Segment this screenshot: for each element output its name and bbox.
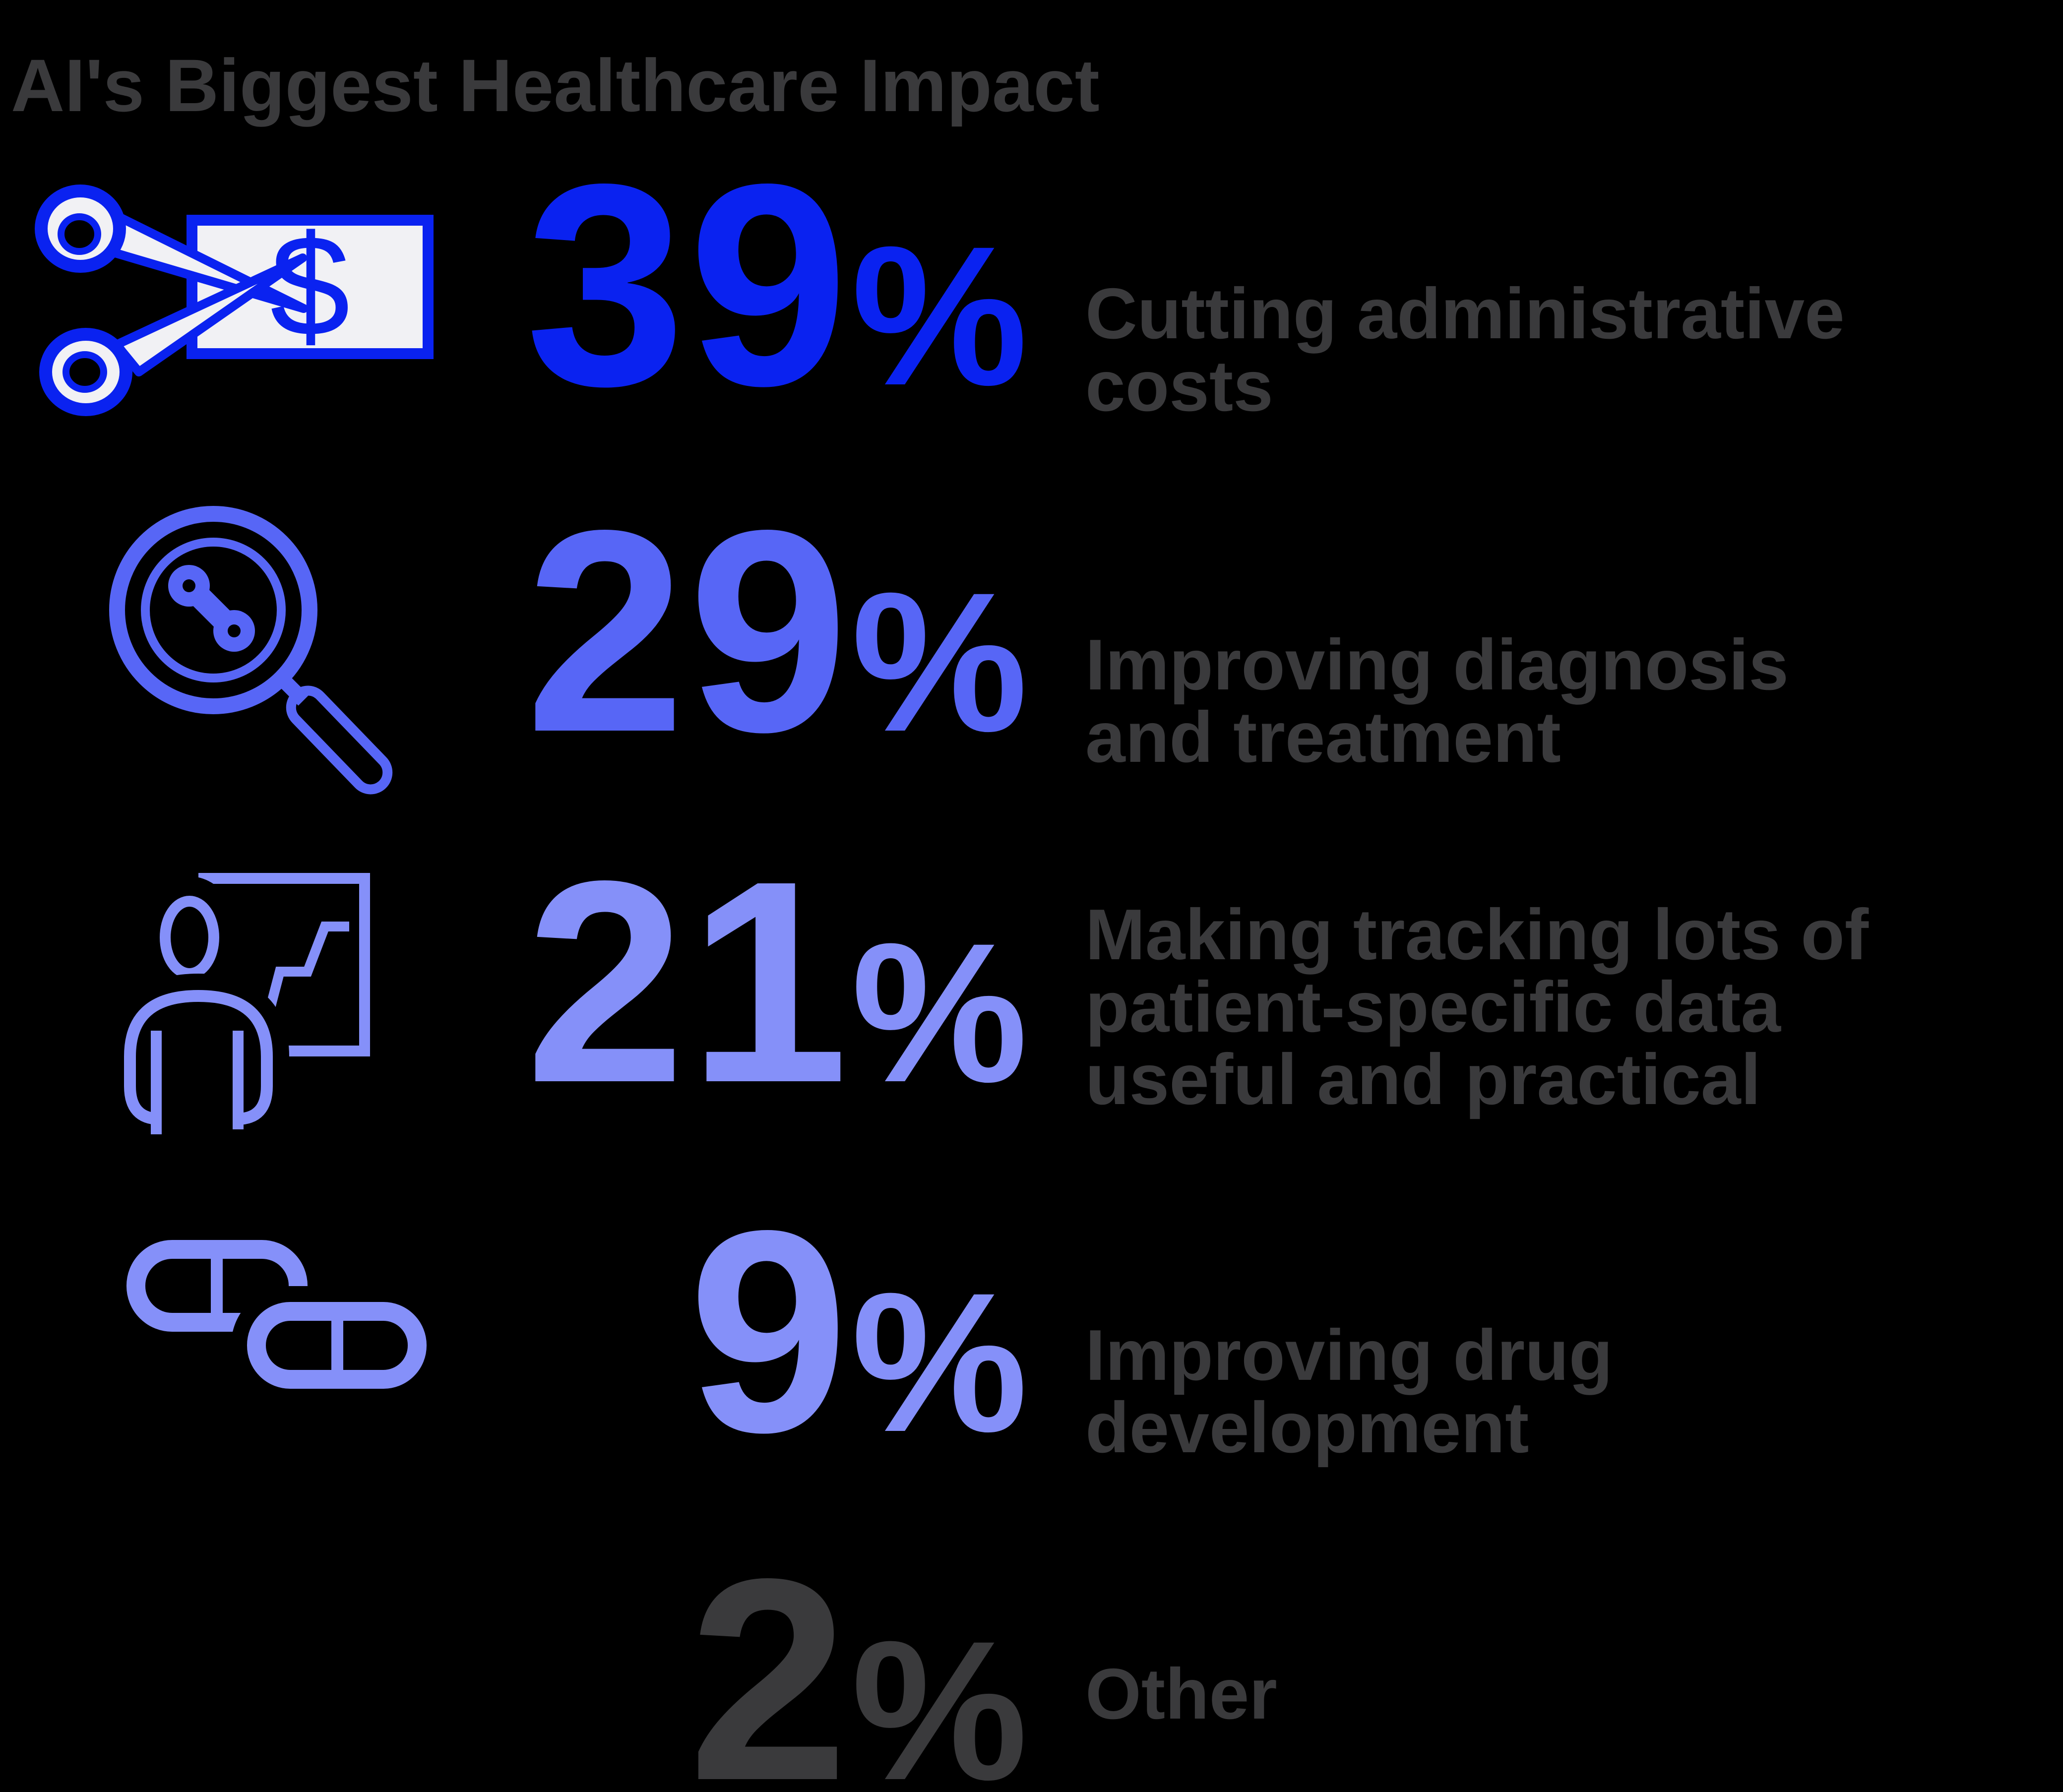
magnifying-glass-molecule-svg bbox=[109, 506, 393, 795]
stat-number: 9 bbox=[688, 1171, 852, 1492]
pills-icon bbox=[114, 1220, 451, 1409]
percent-sign: % bbox=[851, 205, 1031, 427]
stat-label-tracking-data: Making tracking lots of patient-specific… bbox=[1085, 894, 1869, 1119]
presenter-chart-svg bbox=[108, 873, 370, 1141]
stat-number: 39 bbox=[525, 124, 852, 445]
percent-sign: % bbox=[851, 1251, 1031, 1473]
page-title: AI's Biggest Healthcare Impact bbox=[11, 43, 1100, 127]
percent-sign: % bbox=[851, 1600, 1031, 1792]
scissors-cutting-money-svg: $ bbox=[35, 185, 434, 416]
stat-number: 2 bbox=[688, 1519, 852, 1792]
stat-number: 29 bbox=[525, 470, 852, 792]
stat-number: 21 bbox=[525, 821, 852, 1142]
presenter-chart-icon bbox=[99, 843, 446, 1190]
svg-text:$: $ bbox=[270, 205, 350, 366]
stat-label-cutting-admin-costs: Cutting administrative costs bbox=[1085, 273, 1845, 426]
stat-label-drug-development: Improving drug development bbox=[1085, 1315, 1613, 1468]
pills-svg bbox=[126, 1240, 442, 1405]
stat-value-drug-development: 9% bbox=[688, 1187, 1031, 1506]
stat-value-improving-diagnosis: 29% bbox=[525, 487, 1031, 806]
stat-value-cutting-admin-costs: 39% bbox=[525, 141, 1031, 460]
percent-sign: % bbox=[851, 902, 1031, 1123]
stat-value-tracking-data: 21% bbox=[525, 838, 1031, 1157]
stat-label-improving-diagnosis: Improving diagnosis and treatment bbox=[1085, 624, 1789, 777]
stat-label-other: Other bbox=[1085, 1654, 1277, 1734]
stat-value-other: 2% bbox=[688, 1536, 1031, 1792]
scissors-cutting-money-icon: $ bbox=[0, 164, 466, 432]
percent-sign: % bbox=[851, 551, 1031, 773]
magnifying-glass-molecule-icon bbox=[74, 471, 422, 818]
